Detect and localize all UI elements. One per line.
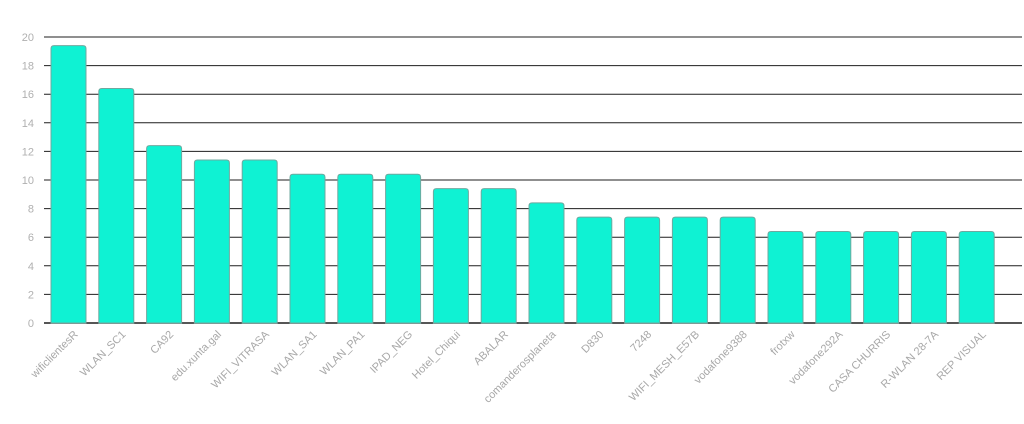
bar bbox=[815, 230, 852, 324]
bar bbox=[98, 87, 135, 324]
x-tick-label: IPAD_NEG bbox=[368, 329, 415, 376]
x-tick-label: WLAN_SC1 bbox=[78, 329, 128, 379]
y-tick-label: 16 bbox=[22, 89, 34, 101]
x-tick-label: REP VISUAL bbox=[935, 329, 989, 383]
bar bbox=[958, 230, 995, 324]
bar bbox=[193, 159, 230, 324]
x-tick-label: 7248 bbox=[628, 329, 654, 355]
bar bbox=[241, 159, 278, 324]
bar bbox=[624, 216, 661, 324]
bar bbox=[910, 230, 947, 324]
x-tick-label: ABALAR bbox=[472, 329, 511, 368]
bar bbox=[289, 173, 326, 324]
y-tick-label: 4 bbox=[28, 261, 34, 273]
bar bbox=[146, 145, 183, 324]
x-tick-label: CA92 bbox=[148, 329, 176, 357]
bar bbox=[528, 202, 565, 324]
bar bbox=[767, 230, 804, 324]
bar bbox=[863, 230, 900, 324]
x-tick-label: wificlientesR bbox=[28, 329, 80, 381]
y-tick-label: 0 bbox=[28, 318, 34, 330]
x-tick-label: Hotel_Chiqui bbox=[410, 329, 463, 382]
x-tick-label: WLAN_PA1 bbox=[318, 329, 367, 378]
y-tick-label: 8 bbox=[28, 204, 34, 216]
y-tick-label: 18 bbox=[22, 61, 34, 73]
y-axis-ticks: 0 2 4 6 8 10 12 14 16 18 20 bbox=[22, 32, 34, 330]
x-tick-label: D830 bbox=[579, 329, 606, 356]
y-tick-label: 10 bbox=[22, 175, 34, 187]
y-tick-label: 6 bbox=[28, 232, 34, 244]
bar bbox=[432, 188, 469, 324]
bar bbox=[337, 173, 374, 324]
bar bbox=[480, 188, 517, 324]
bar bbox=[385, 173, 422, 324]
y-tick-label: 20 bbox=[22, 32, 34, 44]
bar bbox=[671, 216, 708, 324]
bar bbox=[719, 216, 756, 324]
y-tick-label: 14 bbox=[22, 118, 34, 130]
y-tick-label: 2 bbox=[28, 289, 34, 301]
y-tick-label: 12 bbox=[22, 146, 34, 158]
bar bbox=[576, 216, 613, 324]
x-tick-label: WLAN_SA1 bbox=[270, 329, 320, 379]
bars bbox=[50, 45, 995, 324]
bar bbox=[50, 45, 87, 324]
x-tick-label: frotxw bbox=[768, 329, 797, 358]
